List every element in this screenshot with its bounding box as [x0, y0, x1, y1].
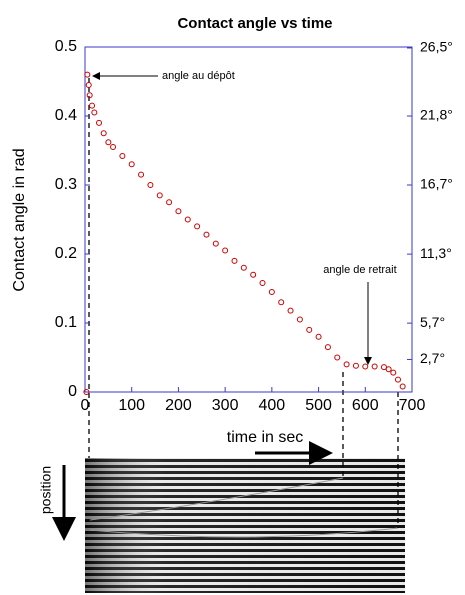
data-point — [250, 271, 257, 278]
y2-tick-label: 5,7° — [420, 314, 445, 330]
data-point — [166, 199, 173, 206]
dashed-guides — [88, 78, 399, 528]
data-point — [184, 216, 191, 223]
data-point — [147, 182, 154, 188]
annotation: angle de retrait — [323, 264, 396, 276]
data-point — [83, 389, 90, 395]
data-point — [278, 299, 285, 306]
data-point — [156, 192, 163, 199]
data-point — [86, 92, 93, 99]
data-point — [100, 130, 107, 137]
x-tick-label: 200 — [165, 397, 192, 414]
data-point — [306, 326, 313, 333]
x-tick-label: 500 — [305, 397, 332, 414]
data-point — [194, 223, 201, 230]
data-point — [315, 333, 322, 340]
y-tick-label: 0.4 — [55, 107, 77, 124]
data-point — [287, 307, 294, 314]
data-point — [138, 171, 145, 178]
data-point — [399, 383, 406, 390]
data-point — [89, 102, 96, 109]
data-point — [85, 81, 92, 88]
data-point — [334, 354, 341, 361]
x-tick-label: 100 — [118, 397, 145, 414]
data-point — [385, 366, 392, 373]
data-point — [362, 363, 369, 370]
y2-tick-label: 2,7° — [420, 350, 445, 366]
y-tick-label: 0.1 — [55, 314, 77, 331]
x-tick-label: 400 — [259, 397, 286, 414]
y2-tick-label: 16,7° — [420, 176, 453, 192]
data-point — [371, 363, 378, 370]
data-point — [105, 139, 112, 146]
y2-tick-label: 11,3° — [420, 245, 452, 261]
data-point — [128, 161, 135, 168]
data-point — [324, 344, 331, 351]
data-point — [352, 362, 359, 369]
data-point — [91, 109, 98, 116]
plot-frame — [84, 46, 413, 393]
data-point — [84, 71, 91, 78]
y2-tick-label: 26,5° — [420, 39, 453, 55]
y-tick-label: 0 — [68, 383, 77, 400]
chart-title: Contact angle vs time — [177, 15, 332, 32]
annotation: angle au dépôt — [162, 70, 235, 82]
data-point — [119, 153, 126, 160]
x-tick-label: 600 — [352, 397, 379, 414]
data-point — [96, 119, 103, 126]
y-tick-label: 0.2 — [55, 245, 77, 262]
data-point — [390, 369, 397, 376]
data-point — [259, 279, 266, 286]
x-axis-label: time in sec — [227, 429, 303, 446]
data-point — [296, 316, 303, 323]
x-tick-label: 0 — [81, 397, 90, 414]
y-tick-label: 0.3 — [55, 176, 77, 193]
y-tick-label: 0.5 — [55, 38, 77, 55]
y2-tick-label: 21,8° — [420, 107, 453, 123]
data-point — [394, 376, 401, 383]
data-point — [110, 144, 117, 151]
data-point — [268, 288, 275, 295]
image-label: position — [38, 466, 54, 514]
data-point — [222, 247, 229, 254]
data-point — [175, 208, 182, 215]
y-axis-label: Contact angle in rad — [11, 148, 28, 291]
data-point — [343, 361, 350, 368]
x-tick-label: 300 — [212, 397, 239, 414]
data-point — [212, 240, 219, 247]
data-point — [231, 257, 238, 264]
striped-image — [85, 458, 405, 593]
data-point — [240, 264, 247, 271]
x-tick-label: 700 — [399, 397, 426, 414]
data-point — [203, 231, 210, 238]
